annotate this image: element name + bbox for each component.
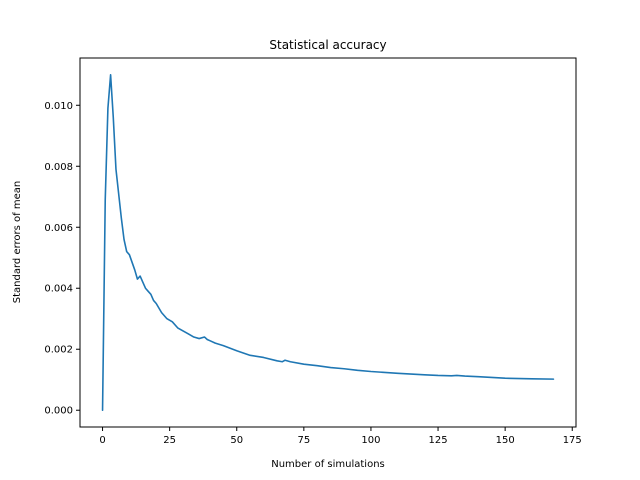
- y-tick-label: 0.006: [44, 223, 73, 234]
- y-tick-label: 0.002: [44, 345, 73, 356]
- x-tick-label: 100: [361, 435, 380, 446]
- x-tick-label: 150: [496, 435, 515, 446]
- y-axis-label: Standard errors of mean: [12, 181, 23, 303]
- y-axis-ticks: 0.000 0.002 0.004 0.006 0.008 0.010: [44, 101, 80, 417]
- y-tick-label: 0.010: [44, 101, 73, 112]
- y-tick-label: 0.004: [44, 284, 73, 295]
- x-tick-label: 125: [428, 435, 447, 446]
- chart-title: Statistical accuracy: [269, 38, 386, 52]
- x-tick-label: 0: [99, 435, 105, 446]
- y-tick-label: 0.008: [44, 162, 73, 173]
- y-tick-label: 0.000: [44, 406, 73, 417]
- series-line: [101, 73, 555, 412]
- axes-frame: [79, 57, 577, 428]
- plot-area: [79, 57, 577, 428]
- x-tick-label: 175: [563, 435, 582, 446]
- x-axis-label: Number of simulations: [271, 459, 385, 470]
- x-tick-label: 25: [163, 435, 176, 446]
- x-tick-label: 75: [297, 435, 310, 446]
- x-axis-ticks: 0 25 50 75 100 125 150 175: [99, 427, 582, 446]
- x-tick-label: 50: [230, 435, 243, 446]
